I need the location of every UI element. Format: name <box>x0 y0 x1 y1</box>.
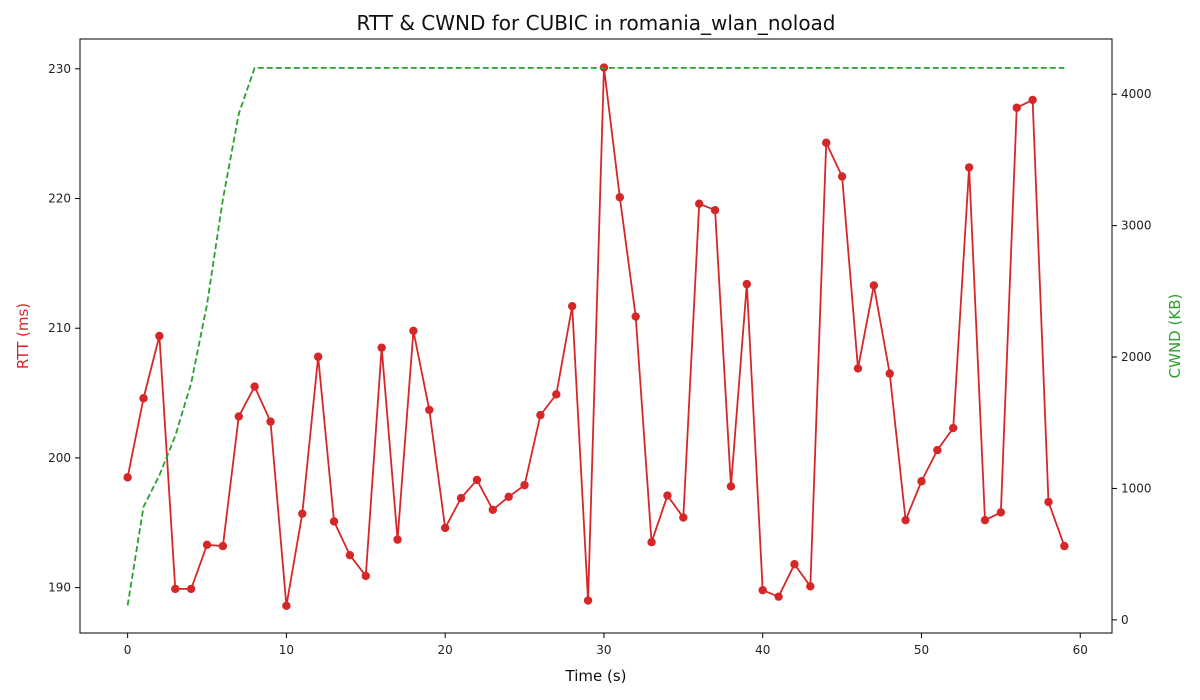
rtt-point <box>1060 541 1069 551</box>
rtt-point <box>552 390 561 399</box>
rtt-point <box>536 410 545 420</box>
rtt-point <box>726 482 736 491</box>
rtt-point <box>472 475 482 485</box>
rtt-point <box>425 405 434 415</box>
rtt-point <box>171 584 180 594</box>
rtt-point <box>742 279 752 289</box>
y-axis-left: 190 200 210 220 230 <box>48 62 80 595</box>
y-left-tick-label: 210 <box>48 321 71 335</box>
rtt-point <box>361 571 370 581</box>
x-tick-label: 40 <box>755 643 770 657</box>
rtt-point <box>758 586 767 595</box>
y-right-tick-label: 3000 <box>1121 219 1152 233</box>
x-axis: 0 10 20 30 40 50 60 <box>124 633 1088 657</box>
rtt-point <box>488 505 497 514</box>
rtt-point <box>980 515 990 525</box>
rtt-point <box>377 343 386 352</box>
rtt-point <box>218 541 228 551</box>
rtt-point <box>695 199 704 208</box>
y-right-tick-label: 4000 <box>1121 87 1152 101</box>
x-tick-label: 30 <box>596 643 611 657</box>
x-axis-label: Time (s) <box>565 667 627 685</box>
rtt-point <box>266 417 275 426</box>
y-right-tick-label: 0 <box>1121 613 1129 627</box>
rtt-point <box>520 480 529 490</box>
rtt-point <box>822 138 831 147</box>
x-tick-label: 20 <box>438 643 453 657</box>
rtt-point <box>885 369 894 378</box>
rtt-point <box>964 163 974 172</box>
y-right-tick-label: 1000 <box>1121 481 1152 495</box>
y-axis-right: 0 1000 2000 3000 4000 <box>1112 87 1152 627</box>
y-axis-right-label: CWND (KB) <box>1166 294 1184 379</box>
y-left-tick-label: 230 <box>48 62 71 76</box>
rtt-point <box>631 312 640 321</box>
rtt-point <box>234 412 243 421</box>
rtt-point <box>567 301 577 311</box>
chart-title: RTT & CWND for CUBIC in romania_wlan_nol… <box>356 11 835 35</box>
rtt-point <box>202 540 212 550</box>
rtt-point <box>647 538 656 547</box>
y-axis-left-label: RTT (ms) <box>14 303 32 369</box>
rtt-point <box>409 326 418 336</box>
rtt-point <box>949 423 958 433</box>
rtt-series-line <box>126 66 1066 607</box>
rtt-point <box>853 364 863 373</box>
rtt-point <box>583 596 593 605</box>
x-tick-label: 10 <box>279 643 294 657</box>
rtt-point <box>774 592 783 601</box>
rtt-point <box>123 473 132 482</box>
y-right-tick-label: 2000 <box>1121 350 1152 364</box>
y-left-tick-label: 220 <box>48 192 71 206</box>
series-layer <box>123 63 1069 610</box>
rtt-point <box>139 394 148 403</box>
x-tick-label: 50 <box>914 643 929 657</box>
rtt-point <box>790 560 799 569</box>
rtt-point <box>663 491 672 500</box>
x-tick-label: 60 <box>1073 643 1088 657</box>
rtt-point <box>996 508 1006 517</box>
rtt-point <box>1044 497 1053 507</box>
rtt-point <box>710 205 720 215</box>
rtt-point <box>298 509 307 518</box>
rtt-point <box>933 445 942 455</box>
rtt-point <box>901 515 910 525</box>
rtt-point <box>250 382 259 391</box>
rtt-point <box>186 584 196 594</box>
rtt-point <box>1012 103 1021 112</box>
rtt-point <box>679 513 688 522</box>
rtt-point <box>869 281 879 290</box>
y-left-tick-label: 200 <box>48 451 71 465</box>
cwnd-series-line <box>126 67 1065 606</box>
rtt-point <box>282 601 291 610</box>
rtt-point <box>440 523 450 533</box>
rtt-point <box>806 582 815 591</box>
rtt-point <box>615 193 625 202</box>
rtt-point <box>155 331 164 341</box>
rtt-point <box>456 493 466 503</box>
rtt-point <box>313 352 323 361</box>
rtt-point <box>917 477 926 486</box>
rtt-point <box>504 492 513 502</box>
x-tick-label: 0 <box>124 643 132 657</box>
rtt-point <box>345 550 355 560</box>
rtt-point <box>1028 95 1037 105</box>
rtt-point <box>329 517 339 526</box>
y-left-tick-label: 190 <box>48 581 71 595</box>
rtt-point <box>837 172 847 181</box>
rtt-point <box>393 535 402 544</box>
plot-frame <box>79 38 1113 634</box>
